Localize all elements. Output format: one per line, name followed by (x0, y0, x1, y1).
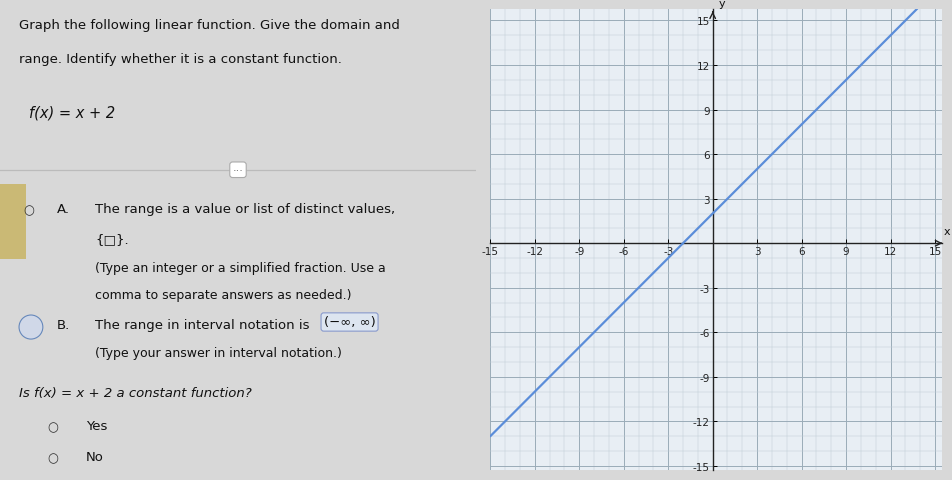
Text: (Type an integer or a simplified fraction. Use a: (Type an integer or a simplified fractio… (95, 262, 386, 275)
Text: ✓: ✓ (24, 319, 34, 332)
Text: B.: B. (57, 318, 70, 331)
Text: y: y (719, 0, 725, 9)
Text: ○: ○ (24, 204, 34, 217)
Text: {□}.: {□}. (95, 233, 129, 246)
Text: Yes: Yes (86, 419, 107, 432)
Bar (0, 185, 27, 259)
Text: ○: ○ (48, 420, 58, 433)
Text: ○: ○ (48, 451, 58, 464)
Text: comma to separate answers as needed.): comma to separate answers as needed.) (95, 288, 351, 301)
Text: Graph the following linear function. Give the domain and: Graph the following linear function. Giv… (19, 19, 400, 32)
Text: No: No (86, 450, 104, 463)
Text: (−∞, ∞): (−∞, ∞) (324, 316, 375, 329)
Text: ···: ··· (232, 166, 244, 175)
Circle shape (19, 315, 43, 339)
Text: x: x (944, 226, 951, 236)
Text: range. Identify whether it is a constant function.: range. Identify whether it is a constant… (19, 53, 342, 66)
Text: Is f(x) = x + 2 a constant function?: Is f(x) = x + 2 a constant function? (19, 386, 251, 399)
Text: The range is a value or list of distinct values,: The range is a value or list of distinct… (95, 203, 395, 216)
Text: f(x) = x + 2: f(x) = x + 2 (29, 106, 114, 120)
Text: The range in interval notation is: The range in interval notation is (95, 318, 309, 331)
Text: A.: A. (57, 203, 70, 216)
Text: (Type your answer in interval notation.): (Type your answer in interval notation.) (95, 347, 342, 360)
